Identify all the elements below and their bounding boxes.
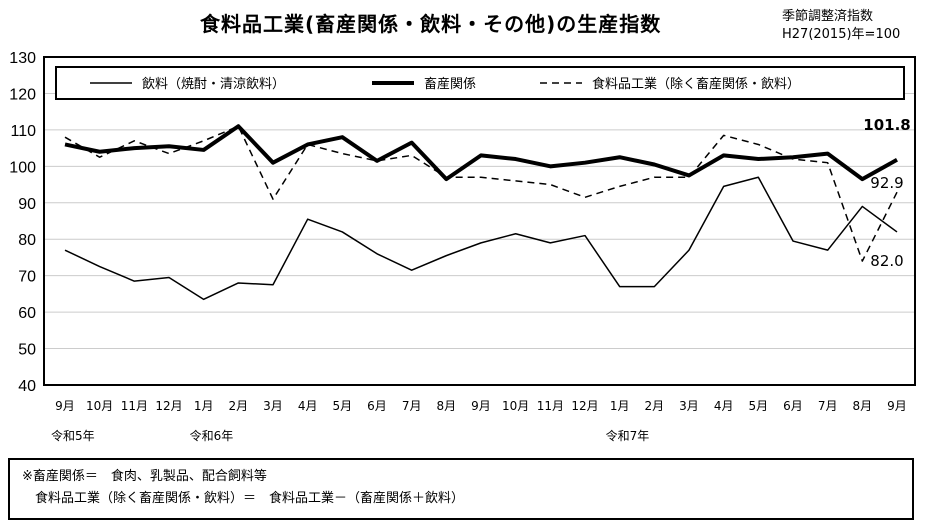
subtitle-line: H27(2015)年=100	[782, 27, 901, 42]
series-line-2	[64, 125, 898, 262]
x-tick-label: 9月	[55, 399, 75, 413]
y-tick-label: 60	[18, 305, 36, 322]
y-tick-label: 70	[18, 269, 36, 286]
x-tick-label: 11月	[121, 399, 148, 413]
y-tick-label: 50	[18, 342, 36, 359]
x-tick-label: 12月	[155, 399, 182, 413]
plot-border	[43, 56, 916, 386]
x-tick-label: 7月	[402, 399, 422, 413]
x-tick-label: 8月	[853, 399, 873, 413]
y-tick-label: 40	[18, 378, 36, 395]
x-tick-label: 5月	[333, 399, 353, 413]
y-tick-label: 80	[18, 232, 36, 249]
legend-label: 畜産関係	[424, 76, 476, 92]
data-label: 82.0	[870, 252, 903, 270]
x-tick-label: 8月	[437, 399, 457, 413]
x-tick-label: 9月	[887, 399, 907, 413]
y-tick-label: 90	[18, 196, 36, 213]
x-tick-label: 12月	[571, 399, 598, 413]
x-tick-label: 6月	[783, 399, 803, 413]
y-tick-label: 130	[9, 50, 36, 67]
x-tick-label: 11月	[537, 399, 564, 413]
era-label: 令和6年	[190, 428, 234, 443]
x-tick-label: 3月	[263, 399, 283, 413]
footnote-box: ※畜産関係＝ 食肉、乳製品、配合飼料等 食料品工業（除く畜産関係・飲料）＝ 食料…	[8, 458, 914, 520]
x-tick-label: 2月	[229, 399, 249, 413]
footnote-line: 食料品工業（除く畜産関係・飲料）＝ 食料品工業－（畜産関係＋飲料）	[22, 491, 465, 506]
x-tick-label: 1月	[610, 399, 630, 413]
x-tick-label: 10月	[502, 399, 529, 413]
x-tick-label: 9月	[471, 399, 491, 413]
chart-subtitle: 季節調整済指数 H27(2015)年=100	[782, 8, 900, 44]
footnote-line: ※畜産関係＝ 食肉、乳製品、配合飼料等	[22, 469, 267, 484]
chart-title: 食料品工業(畜産関係・飲料・その他)の生産指数	[200, 12, 662, 36]
x-tick-label: 4月	[714, 399, 734, 413]
subtitle-line: 季節調整済指数	[782, 9, 874, 24]
series-line-1	[64, 124, 898, 182]
x-tick-label: 3月	[679, 399, 699, 413]
legend-label: 食料品工業（除く畜産関係・飲料）	[592, 76, 800, 92]
legend-label: 飲料（焼酎・清涼飲料）	[142, 76, 285, 92]
era-label: 令和5年	[51, 428, 95, 443]
y-tick-label: 120	[9, 86, 36, 103]
legend-box	[55, 66, 905, 100]
data-label: 101.8	[863, 116, 910, 134]
x-tick-label: 10月	[86, 399, 113, 413]
x-tick-label: 2月	[645, 399, 665, 413]
x-tick-label: 6月	[367, 399, 387, 413]
y-tick-label: 100	[9, 159, 36, 176]
x-tick-label: 7月	[818, 399, 838, 413]
y-tick-label: 110	[10, 123, 36, 140]
x-tick-label: 1月	[194, 399, 214, 413]
era-label: 令和7年	[606, 428, 650, 443]
series-line-0	[64, 176, 898, 301]
x-tick-label: 4月	[298, 399, 318, 413]
data-label: 92.9	[870, 174, 903, 192]
x-tick-label: 5月	[749, 399, 769, 413]
